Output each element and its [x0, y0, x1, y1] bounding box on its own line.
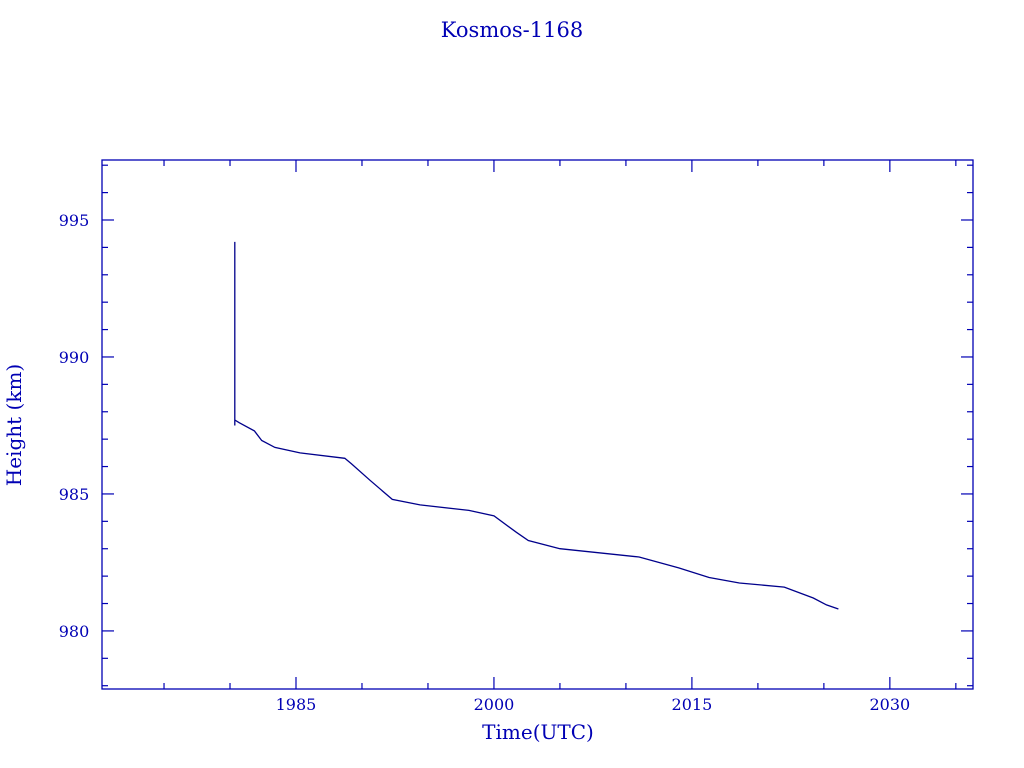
x-tick-label: 1985: [276, 695, 317, 714]
y-axis-label: Height (km): [2, 364, 26, 486]
y-tick-label: 990: [59, 348, 90, 367]
x-tick-label: 2015: [672, 695, 713, 714]
x-tick-label: 2000: [474, 695, 515, 714]
plot-frame: [101, 159, 974, 690]
y-tick-label: 980: [59, 622, 90, 641]
x-tick-label: 2030: [869, 695, 910, 714]
y-tick-label: 995: [59, 211, 90, 230]
x-axis-label: Time(UTC): [482, 720, 594, 744]
axis-ticks: [102, 160, 973, 689]
chart-title: Kosmos-1168: [441, 18, 583, 42]
y-tick-label: 985: [59, 485, 90, 504]
series-line: [234, 241, 839, 610]
tick-labels: 980 985 990 995 1985 2000 2015 2030: [59, 211, 910, 714]
